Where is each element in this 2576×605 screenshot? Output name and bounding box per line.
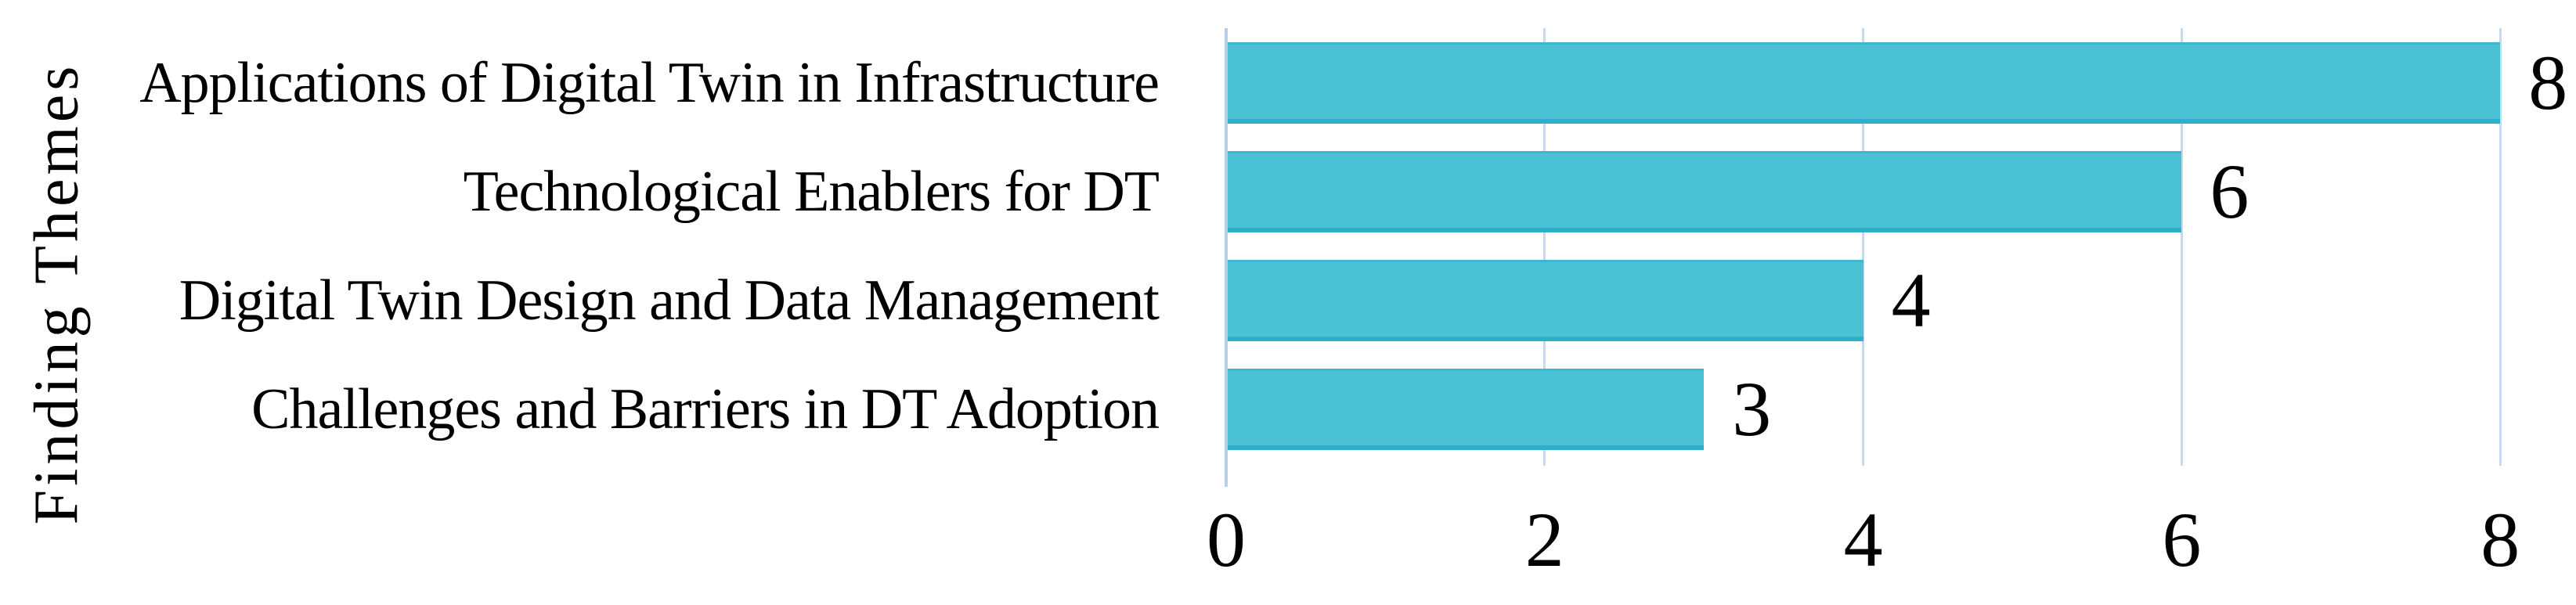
bar	[1228, 41, 2501, 124]
bar	[1228, 369, 1705, 451]
gridline	[1862, 28, 1865, 466]
x-tick-label: 8	[2480, 496, 2520, 583]
gridline	[2498, 28, 2502, 466]
category-label: Challenges and Barriers in DT Adoption	[251, 377, 1160, 442]
gridline	[2180, 28, 2183, 466]
x-tick-label: 2	[1524, 496, 1564, 583]
x-tick-label: 4	[1843, 496, 1883, 583]
category-label: Digital Twin Design and Data Management	[179, 268, 1160, 333]
category-label: Technological Enablers for DT	[463, 159, 1160, 224]
bar-value-label: 6	[2210, 147, 2249, 235]
bar-value-label: 3	[1732, 366, 1772, 453]
gridline	[1543, 28, 1546, 466]
y-axis-line	[1225, 28, 1228, 487]
bar	[1228, 150, 2182, 232]
x-tick-label: 0	[1207, 496, 1246, 583]
bar-value-label: 4	[1891, 257, 1931, 344]
category-label: Applications of Digital Twin in Infrastr…	[139, 50, 1160, 115]
bar-value-label: 8	[2528, 38, 2568, 126]
x-tick-label: 6	[2162, 496, 2202, 583]
bar	[1228, 260, 1863, 342]
